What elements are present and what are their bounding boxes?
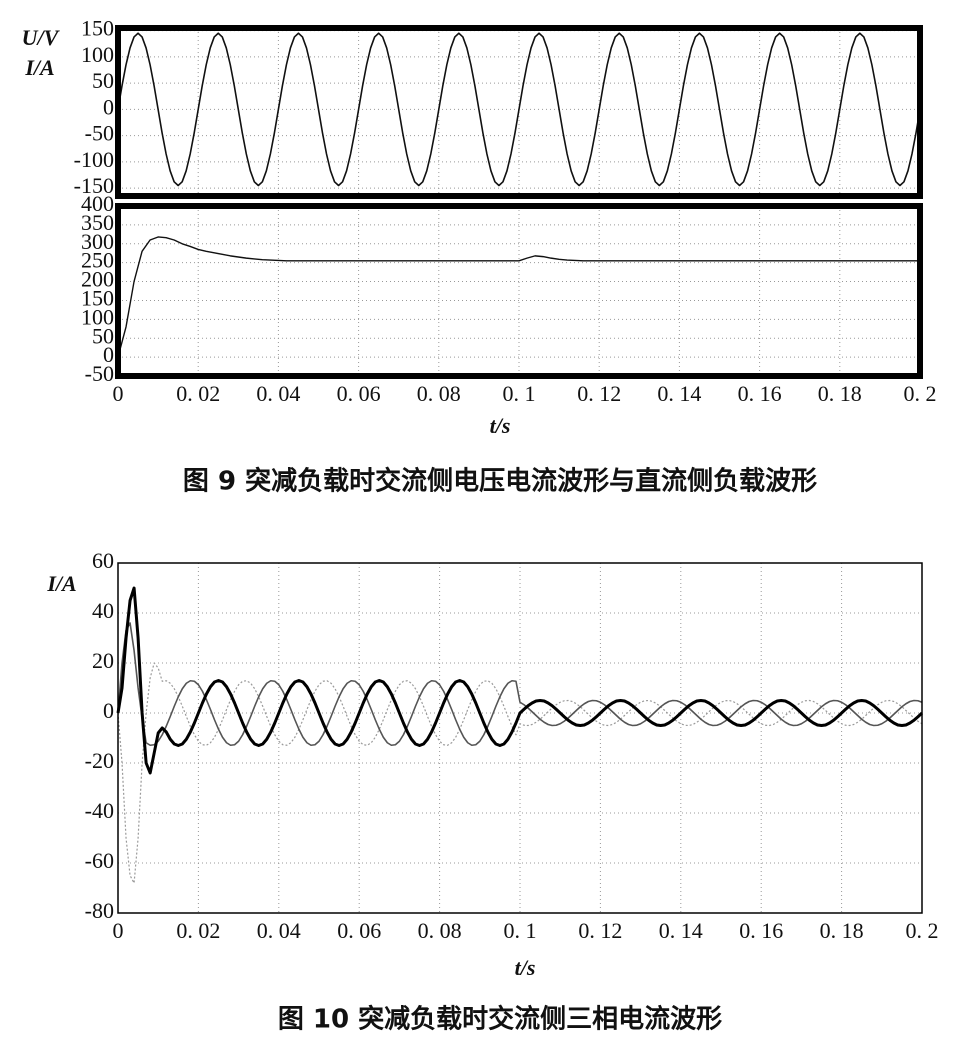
x-tick-label: 0. 06 (337, 381, 381, 406)
y-tick-label: 50 (92, 68, 114, 93)
data-line (116, 586, 924, 775)
plot-border (117, 562, 923, 914)
x-axis-label: t/s (515, 955, 536, 980)
x-tick-label: 0. 04 (256, 381, 300, 406)
y-axis-label: I/A (24, 55, 54, 80)
y-tick-label: 200 (81, 267, 114, 292)
y-tick-label: 100 (81, 304, 114, 329)
y-tick-label: 20 (92, 648, 114, 673)
y-tick-label: 250 (81, 248, 114, 273)
y-tick-label: -50 (85, 361, 114, 386)
x-tick-label: 0. 14 (659, 918, 703, 943)
x-tick-label: 0. 18 (818, 381, 862, 406)
y-tick-label: 40 (92, 598, 114, 623)
y-tick-label: 0 (103, 342, 114, 367)
y-tick-label: 0 (103, 698, 114, 723)
y-tick-label: 50 (92, 323, 114, 348)
x-tick-label: 0. 2 (906, 918, 939, 943)
plot-area (118, 563, 922, 913)
y-tick-label: -40 (85, 798, 114, 823)
data-line (117, 236, 920, 358)
y-tick-label: -20 (85, 748, 114, 773)
data-line (117, 622, 923, 747)
y-tick-label: 150 (81, 16, 114, 41)
y-tick-label: 60 (92, 548, 114, 573)
y-tick-label: -50 (85, 121, 114, 146)
x-tick-label: 0. 12 (577, 381, 621, 406)
y-axis-label: U/V (22, 25, 61, 50)
y-tick-label: -60 (85, 848, 114, 873)
y-axis-label: I/A (46, 571, 76, 596)
x-tick-label: 0. 18 (820, 918, 864, 943)
y-tick-label: -100 (74, 147, 114, 172)
data-line (117, 662, 923, 884)
x-tick-label: 0. 08 (417, 381, 461, 406)
y-tick-label: 150 (81, 285, 114, 310)
figure-caption: 图 9 突减负载时交流侧电压电流波形与直流侧负载波形 (183, 466, 817, 497)
plot-border (115, 203, 923, 379)
x-tick-label: 0. 16 (739, 918, 783, 943)
x-tick-label: 0. 04 (257, 918, 301, 943)
y-tick-label: 400 (81, 191, 114, 216)
x-tick-label: 0. 1 (503, 381, 536, 406)
y-tick-label: -80 (85, 898, 114, 923)
x-axis-label: t/s (490, 413, 511, 438)
x-tick-label: 0. 02 (176, 381, 220, 406)
x-tick-label: 0. 08 (418, 918, 462, 943)
y-tick-label: 350 (81, 210, 114, 235)
x-tick-label: 0. 06 (337, 918, 381, 943)
figure-caption: 图 10 突减负载时交流侧三相电流波形 (278, 1004, 722, 1035)
x-tick-label: 0. 2 (904, 381, 937, 406)
x-tick-label: 0. 16 (738, 381, 782, 406)
x-tick-label: 0. 1 (504, 918, 537, 943)
y-tick-label: 0 (103, 94, 114, 119)
x-tick-label: 0. 12 (578, 918, 622, 943)
x-tick-label: 0 (113, 918, 124, 943)
x-tick-label: 0. 14 (657, 381, 701, 406)
x-tick-label: 0. 02 (176, 918, 220, 943)
y-tick-label: 300 (81, 229, 114, 254)
x-tick-label: 0 (113, 381, 124, 406)
y-tick-label: -150 (74, 173, 114, 198)
data-line (117, 32, 921, 187)
plot-border (115, 25, 923, 199)
y-tick-label: 100 (81, 42, 114, 67)
